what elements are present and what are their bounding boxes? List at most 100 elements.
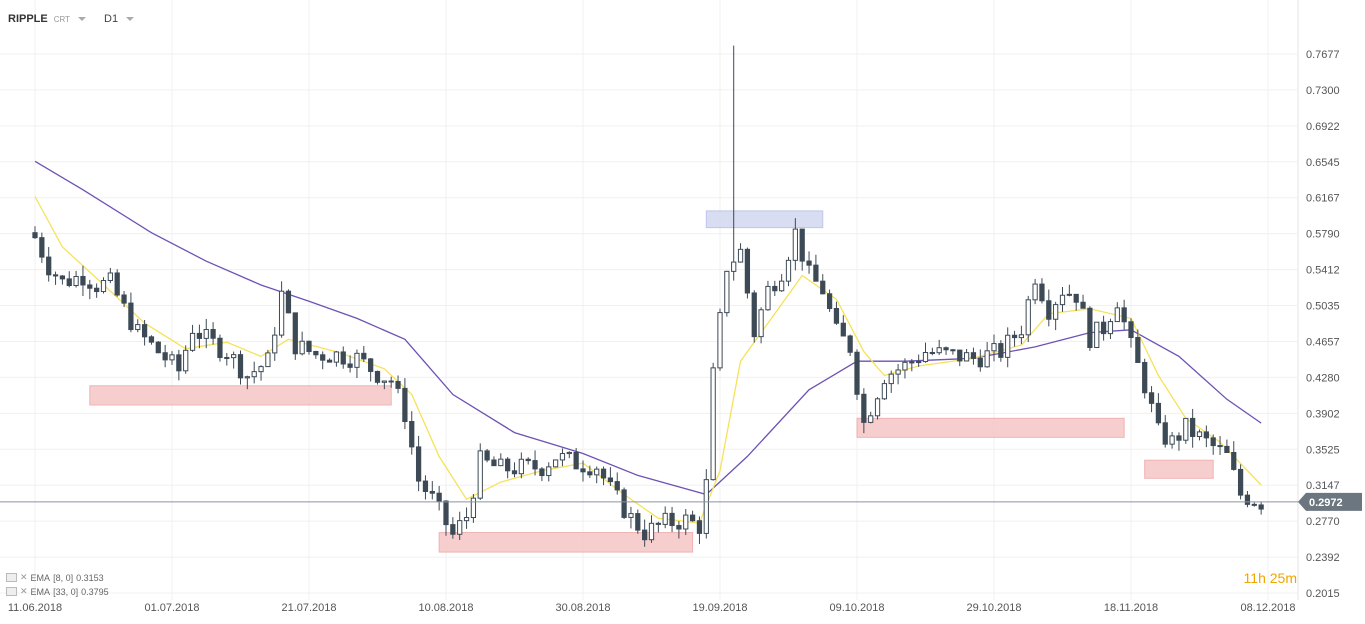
x-tick-label: 18.11.2018	[1104, 602, 1158, 614]
candle	[532, 450, 538, 476]
symbol-name[interactable]: RIPPLE	[8, 13, 48, 25]
candle-body	[922, 352, 929, 363]
candle-body	[66, 278, 72, 287]
chart-header: RIPPLE CRT D1	[8, 10, 146, 28]
candle	[285, 289, 292, 314]
candle	[511, 462, 518, 478]
settings-icon[interactable]	[6, 587, 17, 596]
candle	[1196, 429, 1203, 441]
candle-body	[587, 471, 593, 476]
candle	[258, 365, 264, 381]
candle	[333, 350, 340, 367]
x-tick-label: 09.10.2018	[829, 602, 884, 614]
candle	[381, 380, 387, 390]
candle-body	[1237, 468, 1244, 496]
symbol-dropdown-icon[interactable]	[78, 17, 87, 21]
close-icon[interactable]: ✕	[20, 586, 28, 596]
candle-body	[189, 332, 196, 351]
candle-body	[1114, 307, 1120, 323]
candle	[326, 358, 333, 363]
candle-body	[1053, 304, 1059, 320]
candle-body	[1059, 294, 1066, 306]
candle-body	[573, 451, 579, 470]
candle-body	[59, 275, 66, 280]
candle-body	[799, 228, 805, 262]
candle-body	[224, 357, 230, 360]
candle-body	[285, 290, 292, 314]
candle-body	[1148, 392, 1155, 404]
candle	[991, 334, 997, 362]
candle	[1176, 432, 1182, 451]
candle	[1162, 415, 1168, 448]
timeframe-dropdown-icon[interactable]	[126, 17, 135, 21]
candle-body	[333, 351, 340, 363]
y-tick-label: 0.5035	[1306, 301, 1340, 313]
price-zones	[89, 210, 1214, 553]
candle	[970, 347, 977, 365]
candle-countdown: 11h 25m	[1244, 570, 1297, 586]
ema8-line	[34, 196, 1262, 524]
candle	[347, 355, 353, 373]
y-tick-label: 0.6922	[1306, 121, 1340, 133]
indicator-ema8-legend[interactable]: ✕ EMA [8, 0] 0.3153	[6, 572, 104, 583]
candle-body	[1107, 321, 1114, 335]
candle	[457, 511, 463, 540]
candle	[833, 301, 840, 325]
candle	[162, 344, 168, 368]
candle	[772, 280, 778, 296]
candle	[1142, 358, 1148, 399]
y-tick-label: 0.2770	[1306, 516, 1340, 528]
close-icon[interactable]: ✕	[20, 572, 28, 582]
candle	[354, 349, 360, 378]
candle-body	[1169, 435, 1175, 445]
indicator-params: [33, 0]	[53, 586, 79, 597]
candle-body	[52, 274, 59, 277]
candle	[546, 462, 552, 482]
candle-body	[970, 352, 977, 359]
candle	[87, 279, 93, 300]
candle	[1059, 286, 1066, 312]
candle-body	[368, 358, 374, 372]
candle	[1183, 417, 1189, 444]
candle-body	[902, 361, 908, 371]
candle	[59, 275, 66, 285]
candle	[155, 341, 161, 354]
candle	[80, 265, 86, 297]
support-zone	[856, 417, 1125, 438]
candle-body	[724, 270, 730, 314]
indicator-ema33-legend[interactable]: ✕ EMA [33, 0] 0.3795	[6, 586, 109, 597]
candle-body	[1135, 337, 1141, 363]
candle	[422, 475, 429, 500]
candle	[744, 247, 751, 299]
candle-body	[1121, 307, 1127, 323]
candle	[710, 362, 716, 481]
candle	[840, 315, 846, 337]
candle	[1011, 330, 1018, 347]
candle-body	[833, 307, 840, 324]
candle-body	[196, 332, 203, 339]
candle-body	[1210, 437, 1216, 447]
settings-icon[interactable]	[6, 573, 17, 582]
candle	[1148, 386, 1155, 413]
candle	[66, 271, 72, 288]
candle-body	[655, 522, 661, 525]
candle-body	[950, 349, 956, 352]
candle	[1046, 289, 1052, 327]
candle	[676, 521, 682, 539]
candle	[559, 448, 566, 467]
candle	[922, 342, 929, 363]
candle	[491, 456, 497, 467]
candle	[1039, 278, 1045, 304]
candle-body	[1025, 299, 1031, 336]
candle-body	[689, 514, 696, 522]
candle-body	[498, 458, 504, 467]
candle-body	[1005, 334, 1011, 358]
candle-body	[450, 524, 456, 535]
candle-body	[1162, 422, 1168, 445]
candle	[436, 485, 442, 511]
candle	[813, 254, 819, 282]
timeframe-selector[interactable]: D1	[104, 13, 119, 25]
candle-body	[265, 352, 271, 368]
